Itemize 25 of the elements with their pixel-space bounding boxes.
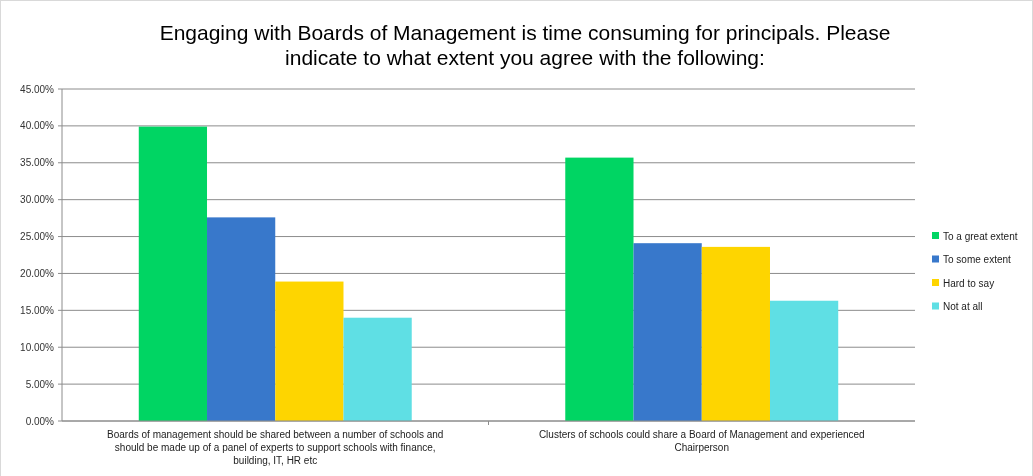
bar	[565, 157, 634, 421]
legend-label: Hard to say	[943, 277, 995, 289]
bar	[275, 281, 344, 421]
y-tick-label: 10.00%	[20, 341, 55, 353]
y-tick-label: 20.00%	[20, 267, 55, 279]
y-tick-label: 0.00%	[25, 415, 55, 427]
bar	[769, 300, 839, 421]
bar	[138, 126, 208, 421]
y-tick-label: 15.00%	[20, 304, 55, 316]
legend-label: To some extent	[943, 254, 1012, 265]
bar	[633, 243, 702, 421]
bar	[343, 317, 412, 421]
y-tick-label: 45.00%	[20, 83, 55, 95]
bar	[701, 246, 770, 421]
y-tick-label: 30.00%	[20, 194, 55, 206]
x-tick-label: Boards of management should be shared between a number of schools and should be made up of a panel of experts to support schools with finance, building, IT, HR etc	[107, 429, 444, 466]
bar	[207, 217, 276, 421]
legend-label: To a great extent	[943, 230, 1018, 242]
y-tick-label: 5.00%	[25, 378, 55, 390]
legend-label: Not at all	[943, 301, 983, 312]
chart-title: Engaging with Boards of Management is time consuming for principals. Please indicate to what extent you agree with the following:	[159, 21, 891, 69]
x-tick-label: Clusters of schools could share a Board of Management and experienced Chairperson	[538, 429, 865, 453]
y-tick-label: 35.00%	[20, 157, 55, 169]
y-tick-label: 25.00%	[20, 231, 55, 243]
y-tick-label: 40.00%	[20, 120, 55, 132]
